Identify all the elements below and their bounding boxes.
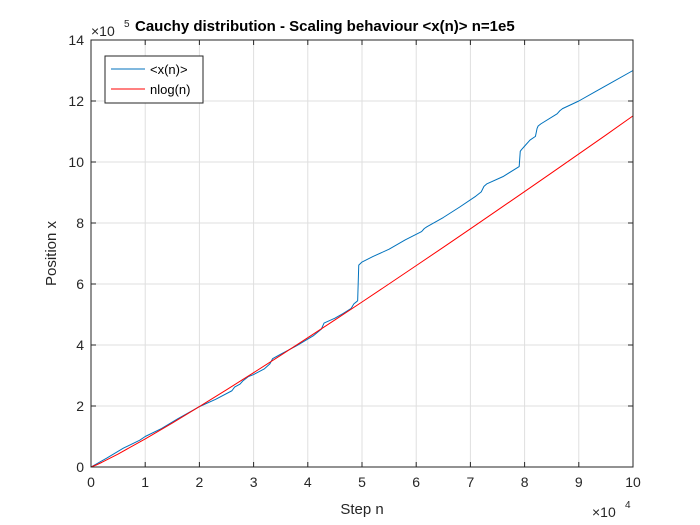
y-tick-label: 4	[76, 337, 84, 353]
x-tick-label: 3	[250, 474, 258, 490]
x-multiplier-base: ×10	[592, 504, 616, 520]
x-tick-label: 5	[358, 474, 366, 490]
legend[interactable]: <x(n)> nlog(n)	[104, 55, 204, 104]
x-tick-label: 8	[521, 474, 529, 490]
y-axis-label: Position x	[43, 220, 60, 286]
y-tick-label: 12	[68, 93, 84, 109]
y-multiplier-base: ×10	[91, 23, 115, 39]
series-line-1	[90, 70, 634, 468]
chart-title: Cauchy distribution - Scaling behaviour …	[135, 18, 515, 35]
y-tick-label: 10	[68, 154, 84, 170]
y-tick-label: 8	[76, 215, 84, 231]
x-tick-label: 10	[625, 474, 641, 490]
y-multiplier-exponent: 5	[124, 19, 130, 30]
series-line-2	[90, 115, 634, 468]
x-axis-multiplier: ×10 4	[592, 500, 631, 520]
legend-box	[104, 55, 204, 104]
x-multiplier-exponent: 4	[625, 500, 631, 511]
y-axis-multiplier: ×10 5	[91, 19, 130, 39]
y-tick-label: 0	[76, 459, 84, 475]
y-tick-label: 6	[76, 276, 84, 292]
series-layer	[90, 70, 634, 468]
x-tick-label: 1	[141, 474, 149, 490]
x-tick-label: 4	[304, 474, 312, 490]
y-tick-label: 14	[68, 32, 84, 48]
legend-label-1: <x(n)>	[150, 62, 188, 77]
x-tick-label: 2	[196, 474, 204, 490]
x-tick-label: 6	[412, 474, 420, 490]
x-tick-label: 7	[467, 474, 475, 490]
x-tick-label: 0	[87, 474, 95, 490]
x-tick-label: 9	[575, 474, 583, 490]
x-axis-label: Step n	[340, 501, 383, 518]
y-tick-label: 2	[76, 398, 84, 414]
legend-label-2: nlog(n)	[150, 82, 190, 97]
